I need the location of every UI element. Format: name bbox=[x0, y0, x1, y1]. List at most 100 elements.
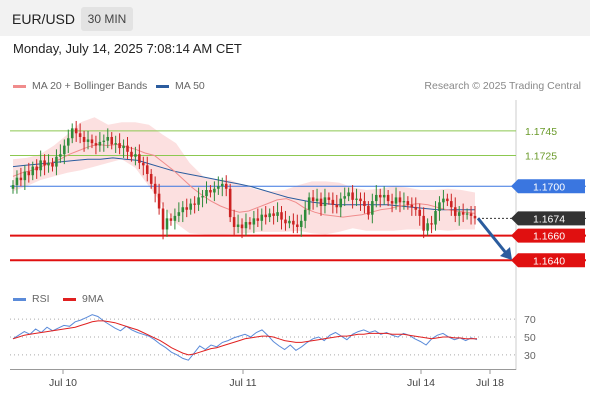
candle-body bbox=[288, 220, 291, 224]
candle-body bbox=[11, 185, 15, 189]
candle-body bbox=[209, 190, 212, 193]
candle-body bbox=[461, 212, 465, 215]
ma50-legend: MA 50 bbox=[156, 80, 205, 92]
candle-body bbox=[367, 206, 370, 215]
ma9-swatch bbox=[63, 297, 76, 301]
time-tick-label-jul-18: Jul 18 bbox=[476, 377, 504, 389]
candle-body bbox=[165, 218, 169, 230]
candle-body bbox=[406, 201, 410, 205]
candle-body bbox=[169, 218, 173, 221]
price-label-1.1660: 1.1660 bbox=[533, 231, 565, 243]
candle-body bbox=[221, 183, 224, 187]
candle-body bbox=[43, 160, 46, 166]
candle-body bbox=[197, 197, 200, 205]
forecast-arrow-shaft bbox=[476, 217, 508, 254]
candle-body bbox=[402, 201, 406, 203]
candle-body bbox=[450, 201, 453, 208]
bollinger-band bbox=[13, 117, 475, 236]
candle-body bbox=[457, 212, 461, 216]
rsi-line bbox=[12, 314, 478, 361]
candle-body bbox=[98, 141, 102, 146]
instrument-symbol: EUR/USD bbox=[12, 11, 76, 27]
candle-body bbox=[473, 215, 477, 219]
candle-body bbox=[426, 223, 429, 231]
candle-body bbox=[59, 154, 62, 157]
candle-body bbox=[102, 140, 106, 142]
candle-body bbox=[240, 224, 244, 229]
candle-body bbox=[228, 188, 232, 218]
candle-body bbox=[430, 223, 433, 225]
candle-body bbox=[335, 204, 339, 208]
candle-body bbox=[19, 177, 23, 181]
time-tick-label-jul-14: Jul 14 bbox=[407, 377, 435, 389]
candle-body bbox=[106, 136, 110, 141]
candle-body bbox=[126, 145, 129, 152]
time-tick-label-jul-10: Jul 10 bbox=[49, 377, 77, 389]
candle-body bbox=[224, 183, 228, 189]
candle-body bbox=[355, 198, 358, 200]
candle-body bbox=[272, 213, 275, 216]
ma20-legend: MA 20 + Bollinger Bands bbox=[13, 80, 147, 92]
candle-body bbox=[74, 128, 78, 134]
candle-body bbox=[63, 145, 66, 155]
candle-body bbox=[434, 210, 437, 225]
price-label-1.1745: 1.1745 bbox=[525, 126, 557, 138]
candle-body bbox=[138, 154, 141, 163]
candle-body bbox=[94, 143, 98, 146]
candle-body bbox=[78, 133, 82, 137]
candle-body bbox=[375, 194, 378, 202]
candle-body bbox=[390, 201, 394, 204]
time-tick-label-jul-11: Jul 11 bbox=[229, 377, 256, 389]
candle-body bbox=[177, 212, 181, 216]
candle-body bbox=[145, 165, 149, 174]
candle-body bbox=[343, 196, 346, 199]
price-tag-1.1674 bbox=[511, 211, 585, 226]
candle-body bbox=[359, 198, 362, 202]
candle-body bbox=[134, 154, 137, 157]
candle-body bbox=[244, 222, 248, 229]
ma9-legend: 9MA bbox=[63, 293, 104, 305]
candle-body bbox=[264, 214, 267, 218]
candle-body bbox=[323, 197, 327, 207]
candle-body bbox=[51, 162, 54, 167]
candle-body bbox=[153, 183, 157, 194]
candle-body bbox=[157, 193, 161, 209]
candle-body bbox=[205, 190, 208, 197]
candle-body bbox=[236, 224, 240, 227]
candle-body bbox=[386, 194, 390, 202]
candle-body bbox=[276, 212, 279, 216]
candle-body bbox=[363, 201, 366, 207]
candle-body bbox=[252, 218, 256, 225]
timeframe-badge[interactable]: 30 MIN bbox=[81, 7, 133, 31]
candle-body bbox=[382, 194, 386, 198]
ma20-line bbox=[12, 143, 476, 218]
price-label-1.1725: 1.1725 bbox=[525, 150, 557, 162]
candle-body bbox=[86, 139, 90, 142]
candle-body bbox=[260, 214, 264, 221]
candle-body bbox=[67, 138, 70, 146]
candle-body bbox=[453, 207, 457, 216]
forecast-arrow-head bbox=[500, 247, 512, 261]
price-tag-1.1640 bbox=[511, 253, 585, 268]
rsi-ma9-line bbox=[12, 320, 477, 356]
candle-body bbox=[70, 128, 74, 139]
candle-body bbox=[35, 166, 38, 171]
candle-body bbox=[371, 201, 374, 215]
candle-body bbox=[118, 143, 121, 149]
candle-body bbox=[82, 136, 86, 142]
candle-body bbox=[339, 198, 343, 208]
candle-body bbox=[232, 217, 236, 227]
rsi-swatch bbox=[13, 297, 26, 301]
candle-body bbox=[414, 207, 418, 210]
candle-body bbox=[394, 197, 398, 204]
candle-body bbox=[27, 171, 31, 176]
price-label-1.1700: 1.1700 bbox=[533, 181, 565, 193]
candle-body bbox=[189, 203, 192, 210]
candle-body bbox=[193, 203, 196, 205]
copyright-text: Research © 2025 Trading Central bbox=[424, 80, 581, 92]
candle-body bbox=[299, 220, 303, 227]
candle-body bbox=[307, 197, 311, 210]
candle-body bbox=[315, 198, 319, 202]
price-tag-1.1700 bbox=[511, 179, 585, 194]
